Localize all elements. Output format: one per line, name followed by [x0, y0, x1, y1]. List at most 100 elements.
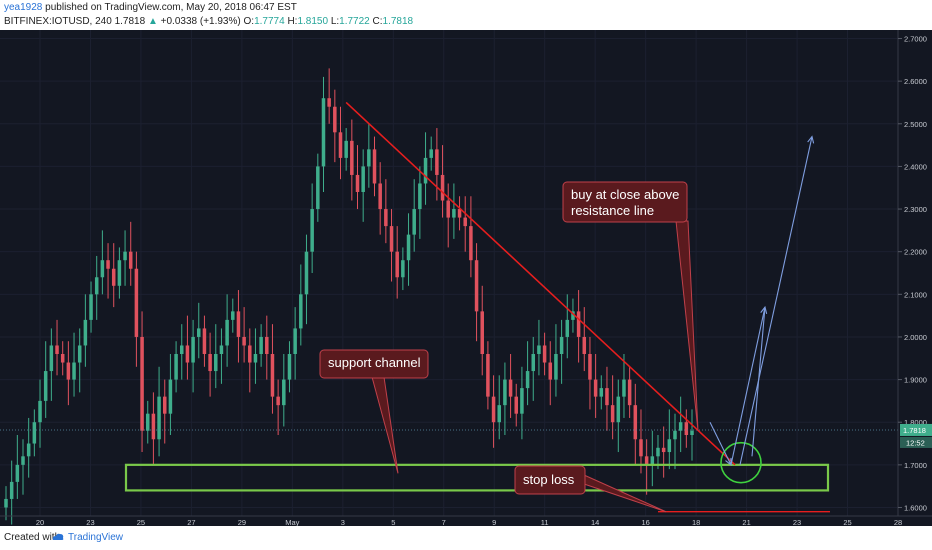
time-tick-label: 9 — [492, 518, 496, 526]
candle-body — [333, 106, 337, 133]
candle-body — [276, 396, 280, 406]
candle-body — [435, 149, 439, 175]
candle-body — [106, 260, 110, 269]
candle-body — [469, 226, 473, 261]
price-axis[interactable]: 2.7000 2.6000 2.5000 2.4000 2.3000 2.2000 2.10… — [897, 30, 932, 516]
candle-body — [145, 413, 150, 431]
candle-body — [520, 388, 524, 414]
tradingview-logo-icon — [52, 533, 64, 540]
stop-loss-callout: stop loss — [514, 465, 667, 513]
candle-body — [661, 447, 666, 453]
candle-body — [525, 371, 530, 389]
time-tick-label: 11 — [541, 518, 549, 526]
candle-body — [684, 422, 689, 435]
candle-body — [248, 345, 252, 363]
candle-body — [55, 345, 59, 354]
stop-loss-callout-box — [514, 465, 586, 495]
time-tick-label: 18 — [692, 518, 700, 526]
time-tick-label: 16 — [641, 518, 649, 526]
buy-callout-text: buy at close above — [571, 187, 679, 202]
projection-arrow-short — [730, 306, 766, 465]
candle-body — [423, 157, 428, 184]
open-label: O: — [243, 16, 255, 27]
time-tick-label: 23 — [86, 518, 94, 526]
candle-body — [372, 149, 377, 184]
projection-arrow-long-head — [807, 135, 815, 144]
price-change: +0.0338 (+1.93%) — [160, 16, 241, 27]
candle-body — [38, 400, 42, 423]
time-tick-label: 28 — [894, 518, 902, 526]
candle-body — [185, 345, 190, 363]
candle-body — [599, 388, 604, 397]
candle-body — [259, 336, 263, 354]
price-tick-label: 1.9000 — [904, 376, 927, 385]
stop-loss-callout-text: stop loss — [523, 472, 575, 487]
price-tick-label: 2.6000 — [904, 77, 927, 86]
price-tick-label: 2.3000 — [904, 205, 927, 214]
buy-callout-text: resistance line — [571, 203, 654, 218]
candle-body — [225, 319, 229, 346]
time-tick-label: 29 — [238, 518, 246, 526]
username-link[interactable]: yea1928 — [4, 2, 43, 13]
candle-body — [616, 396, 621, 423]
created-with-label: Created with — [4, 532, 61, 543]
chart-background — [0, 30, 932, 526]
candle-body — [418, 183, 422, 210]
up-arrow-icon: ▲ — [147, 16, 158, 27]
candle-body — [83, 319, 88, 346]
time-axis[interactable]: 20 23 25 27 29 May 3 5 7 9 11 14 16 18 21 23 25 28 — [0, 515, 932, 526]
candle-body — [66, 362, 71, 380]
low-value: 1.7722 — [339, 16, 370, 27]
last-price-tag-text: 1.7818 — [903, 426, 926, 435]
price-tick-label: 2.4000 — [904, 162, 927, 171]
candle-body — [361, 166, 365, 192]
candle-body — [633, 405, 638, 440]
close-label: C: — [372, 16, 383, 27]
chart-area[interactable]: 2.7000 2.6000 2.5000 2.4000 2.3000 2.2000 2.10… — [0, 30, 932, 526]
support-callout-text: support channel — [328, 355, 421, 370]
candle-body — [627, 379, 632, 406]
drawings-layer — [0, 101, 898, 513]
price-tick-label: 2.0000 — [904, 333, 927, 342]
time-tick-label: 25 — [137, 518, 145, 526]
time-tick-label: 7 — [442, 518, 446, 526]
candle-body — [486, 354, 490, 397]
candle-body — [378, 183, 382, 210]
candle-body — [650, 456, 655, 465]
candle-body — [236, 311, 241, 337]
candle-body — [100, 260, 105, 278]
candle-body — [610, 405, 615, 423]
time-tick-label: 5 — [391, 518, 395, 526]
candle-body — [117, 260, 122, 286]
candle-body — [72, 362, 76, 380]
candle-body — [605, 388, 609, 406]
countdown-tag-box — [900, 436, 932, 448]
price-tick-label: 2.5000 — [904, 120, 927, 129]
candle-body — [474, 260, 479, 312]
candle-body — [191, 336, 195, 363]
published-text: published on TradingView.com, May 20, 20… — [45, 2, 297, 13]
candle-body — [559, 336, 564, 354]
candle-body — [94, 277, 99, 295]
candle-body — [179, 345, 184, 354]
candle-body — [287, 354, 292, 380]
candle-body — [197, 328, 201, 337]
candle-body — [406, 234, 411, 261]
candle-body — [412, 209, 416, 235]
candle-body — [123, 251, 127, 261]
projection-arrow-long — [739, 136, 813, 465]
candle-body — [463, 217, 467, 227]
support-channel-box — [124, 463, 830, 492]
candle-body — [49, 345, 54, 372]
candle-body — [644, 456, 649, 465]
time-tick-label: 20 — [36, 518, 44, 526]
candle-body — [491, 396, 496, 423]
candle-body — [231, 311, 235, 320]
last-price-tag-box — [900, 423, 932, 436]
candle-body — [508, 379, 513, 397]
candle-body — [667, 439, 672, 453]
last-price: 1.7818 — [114, 16, 146, 27]
price-chart[interactable]: 2.7000 2.6000 2.5000 2.4000 2.3000 2.2000 2.10… — [0, 30, 932, 526]
tradingview-brand-link[interactable]: TradingView — [68, 532, 124, 543]
